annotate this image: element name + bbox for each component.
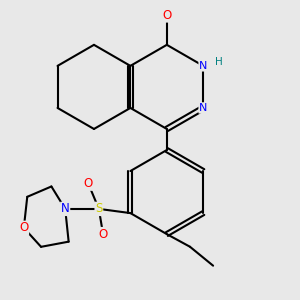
Text: N: N — [61, 202, 70, 215]
Text: O: O — [84, 177, 93, 190]
Text: O: O — [98, 228, 108, 241]
Text: O: O — [19, 221, 28, 234]
Text: N: N — [199, 61, 207, 71]
Text: O: O — [162, 9, 172, 22]
Text: N: N — [199, 103, 207, 113]
Text: S: S — [95, 202, 103, 215]
Text: H: H — [215, 57, 223, 67]
